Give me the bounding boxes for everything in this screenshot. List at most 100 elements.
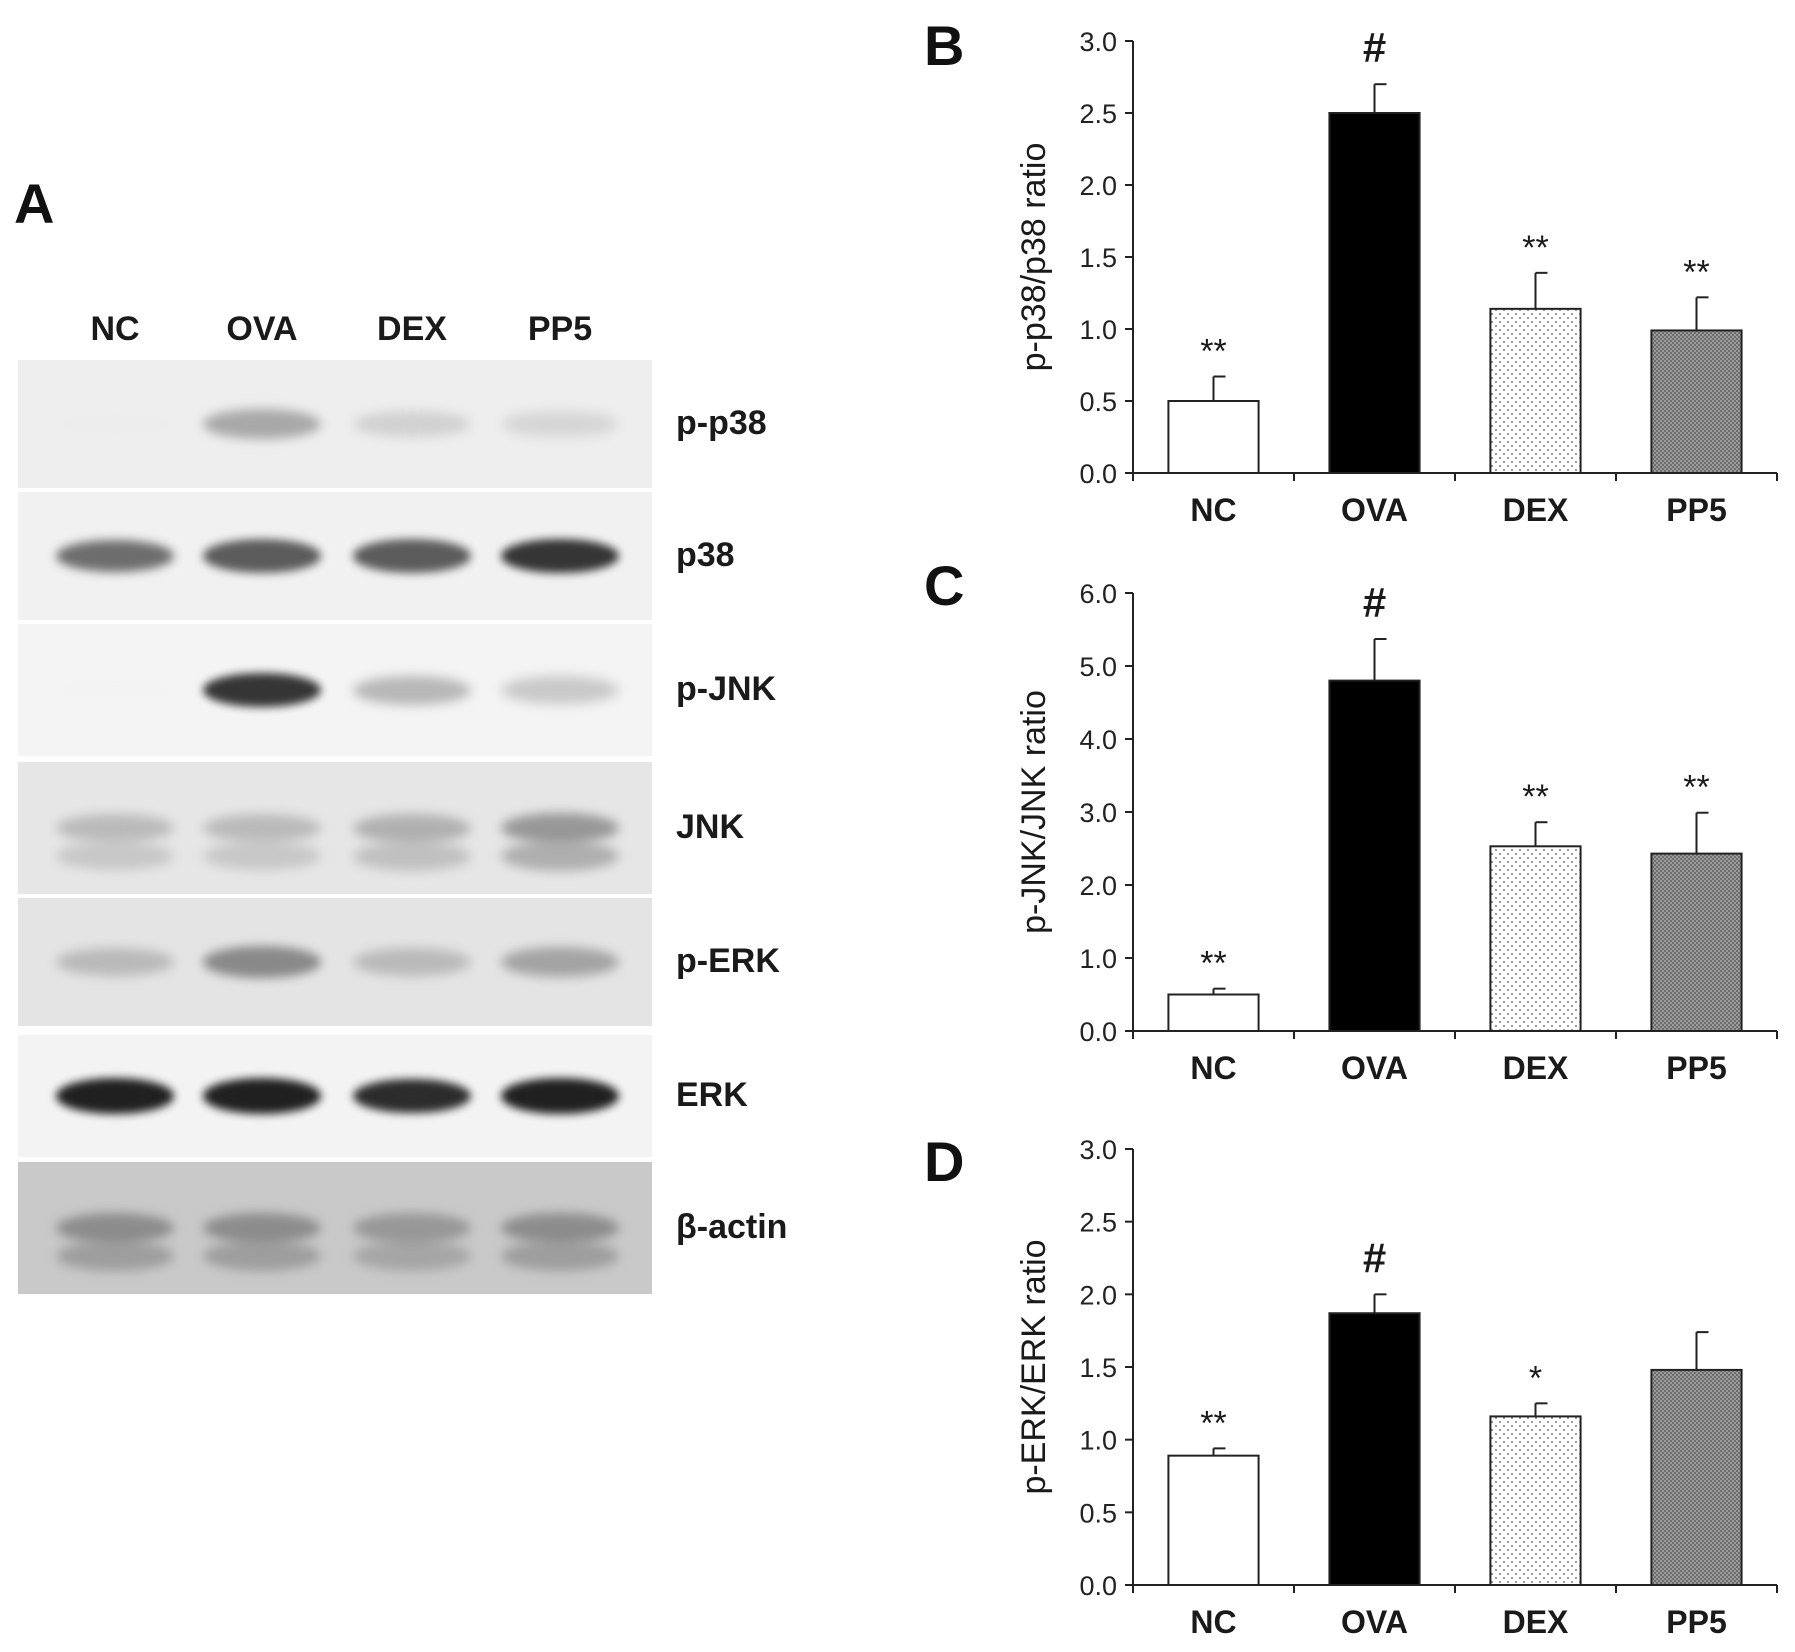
x-tick-label: NC (1190, 1050, 1236, 1086)
x-tick-label: PP5 (1666, 1604, 1726, 1640)
bar (1328, 679, 1421, 1032)
bar (1167, 1454, 1260, 1586)
bar (1489, 845, 1582, 1032)
chart-p-p38-ratio: 0.0 0.5 1.0 1.5 2.0 2.5 3.0 p-p38/p38 ratio NC **… (1015, 24, 1778, 528)
bar (1489, 307, 1582, 474)
blot-row-label: JNK (676, 808, 745, 846)
blot-band (203, 1078, 321, 1114)
y-tick-label: 0.5 (1079, 387, 1117, 417)
significance-label: ** (1200, 1404, 1226, 1442)
blot-strip (18, 1162, 652, 1294)
x-tick-label: OVA (1341, 1050, 1408, 1086)
y-tick-label: 3.0 (1079, 27, 1117, 57)
bar (1489, 1415, 1582, 1586)
blot-band (353, 813, 471, 843)
chart-p-erk-ratio: 0.00.51.01.52.02.53.0p-ERK/ERK ratioNC**… (1015, 1135, 1778, 1640)
significance-label: ** (1200, 945, 1226, 983)
y-tick-label: 2.0 (1079, 1280, 1117, 1310)
blot-band (203, 672, 321, 708)
blot-band (501, 676, 619, 704)
x-tick-label: DEX (1503, 1050, 1569, 1086)
blot-band (353, 841, 471, 871)
significance-label: ** (1522, 229, 1548, 267)
blot-band (56, 813, 174, 843)
significance-label: * (1529, 1359, 1542, 1397)
blot-band (203, 813, 321, 843)
significance-label: ** (1683, 253, 1709, 291)
bar (1650, 1368, 1743, 1587)
panel-label-a: A (14, 172, 55, 235)
blot-strip (18, 1035, 652, 1157)
blot-band (203, 409, 321, 439)
blot-band (353, 1078, 471, 1114)
blot-band (203, 1240, 321, 1272)
significance-label: ** (1200, 333, 1226, 371)
blot-band (56, 539, 174, 573)
lane-label: NC (90, 310, 140, 348)
y-tick-label: 4.0 (1079, 725, 1117, 755)
panel-label-b: B (924, 14, 965, 77)
x-tick-label: NC (1190, 1604, 1236, 1640)
bar (1650, 329, 1743, 474)
y-tick-label: 3.0 (1079, 1135, 1117, 1165)
y-tick-label: 1.0 (1079, 1426, 1117, 1456)
lane-label: DEX (377, 310, 447, 348)
y-tick-label: 0.0 (1079, 1017, 1117, 1047)
blot-band (501, 840, 619, 872)
x-tick-label: DEX (1503, 492, 1569, 528)
y-tick-label: 2.5 (1079, 99, 1117, 129)
blot-band (56, 1240, 174, 1272)
lane-label: PP5 (527, 310, 593, 348)
y-axis-label: p-JNK/JNK ratio (1015, 690, 1053, 934)
blot-band (353, 1213, 471, 1243)
blot-band (501, 1240, 619, 1272)
x-tick-label: DEX (1503, 1604, 1569, 1640)
chart-p-jnk-ratio: 0.0 1.0 2.0 3.0 4.0 5.0 6.0 p-JNK/JNK ratio NC **… (1015, 579, 1778, 1086)
blot-band (501, 410, 619, 438)
y-tick-label: 1.0 (1079, 315, 1117, 345)
blot-band (203, 1212, 321, 1244)
y-tick-label: 0.0 (1079, 459, 1117, 489)
y-tick-label: 1.5 (1079, 243, 1117, 273)
y-tick-label: 2.0 (1079, 871, 1117, 901)
bar (1328, 112, 1421, 474)
significance-label: # (1363, 24, 1386, 71)
y-tick-label: 1.5 (1079, 1353, 1117, 1383)
blot-band (353, 539, 471, 573)
blot-strip (18, 762, 652, 894)
y-tick-label: 5.0 (1079, 652, 1117, 682)
blot-band (501, 1078, 619, 1114)
blot-band (56, 841, 174, 871)
x-tick-label: PP5 (1666, 1050, 1726, 1086)
blot-band (353, 675, 471, 705)
x-tick-label: OVA (1341, 492, 1408, 528)
y-tick-label: 0.0 (1079, 1571, 1117, 1601)
panel-label-c: C (924, 554, 965, 617)
x-tick-label: NC (1190, 492, 1236, 528)
y-tick-label: 0.5 (1079, 1498, 1117, 1528)
blot-band (501, 1212, 619, 1244)
x-tick-label: PP5 (1666, 492, 1726, 528)
y-tick-label: 2.0 (1079, 171, 1117, 201)
bar (1167, 400, 1260, 474)
blot-band (56, 947, 174, 977)
y-tick-label: 6.0 (1079, 579, 1117, 609)
blot-band (56, 678, 174, 702)
blot-band (353, 410, 471, 438)
y-tick-label: 1.0 (1079, 944, 1117, 974)
blot-row-label: β-actin (676, 1208, 788, 1246)
significance-label: ** (1522, 778, 1548, 816)
blot-row-label: p-p38 (676, 404, 767, 442)
blot-band (501, 812, 619, 844)
significance-label: # (1363, 1234, 1386, 1281)
blot-strip (18, 624, 652, 756)
blot-band (203, 539, 321, 573)
bar (1650, 852, 1743, 1032)
y-axis-label: p-p38/p38 ratio (1015, 143, 1053, 372)
blot-band (56, 1078, 174, 1114)
blot-band (501, 538, 619, 574)
blot-row-label: ERK (676, 1076, 748, 1114)
bar (1167, 993, 1260, 1032)
blot-strip (18, 492, 652, 620)
blot-row-label: p38 (676, 536, 735, 574)
